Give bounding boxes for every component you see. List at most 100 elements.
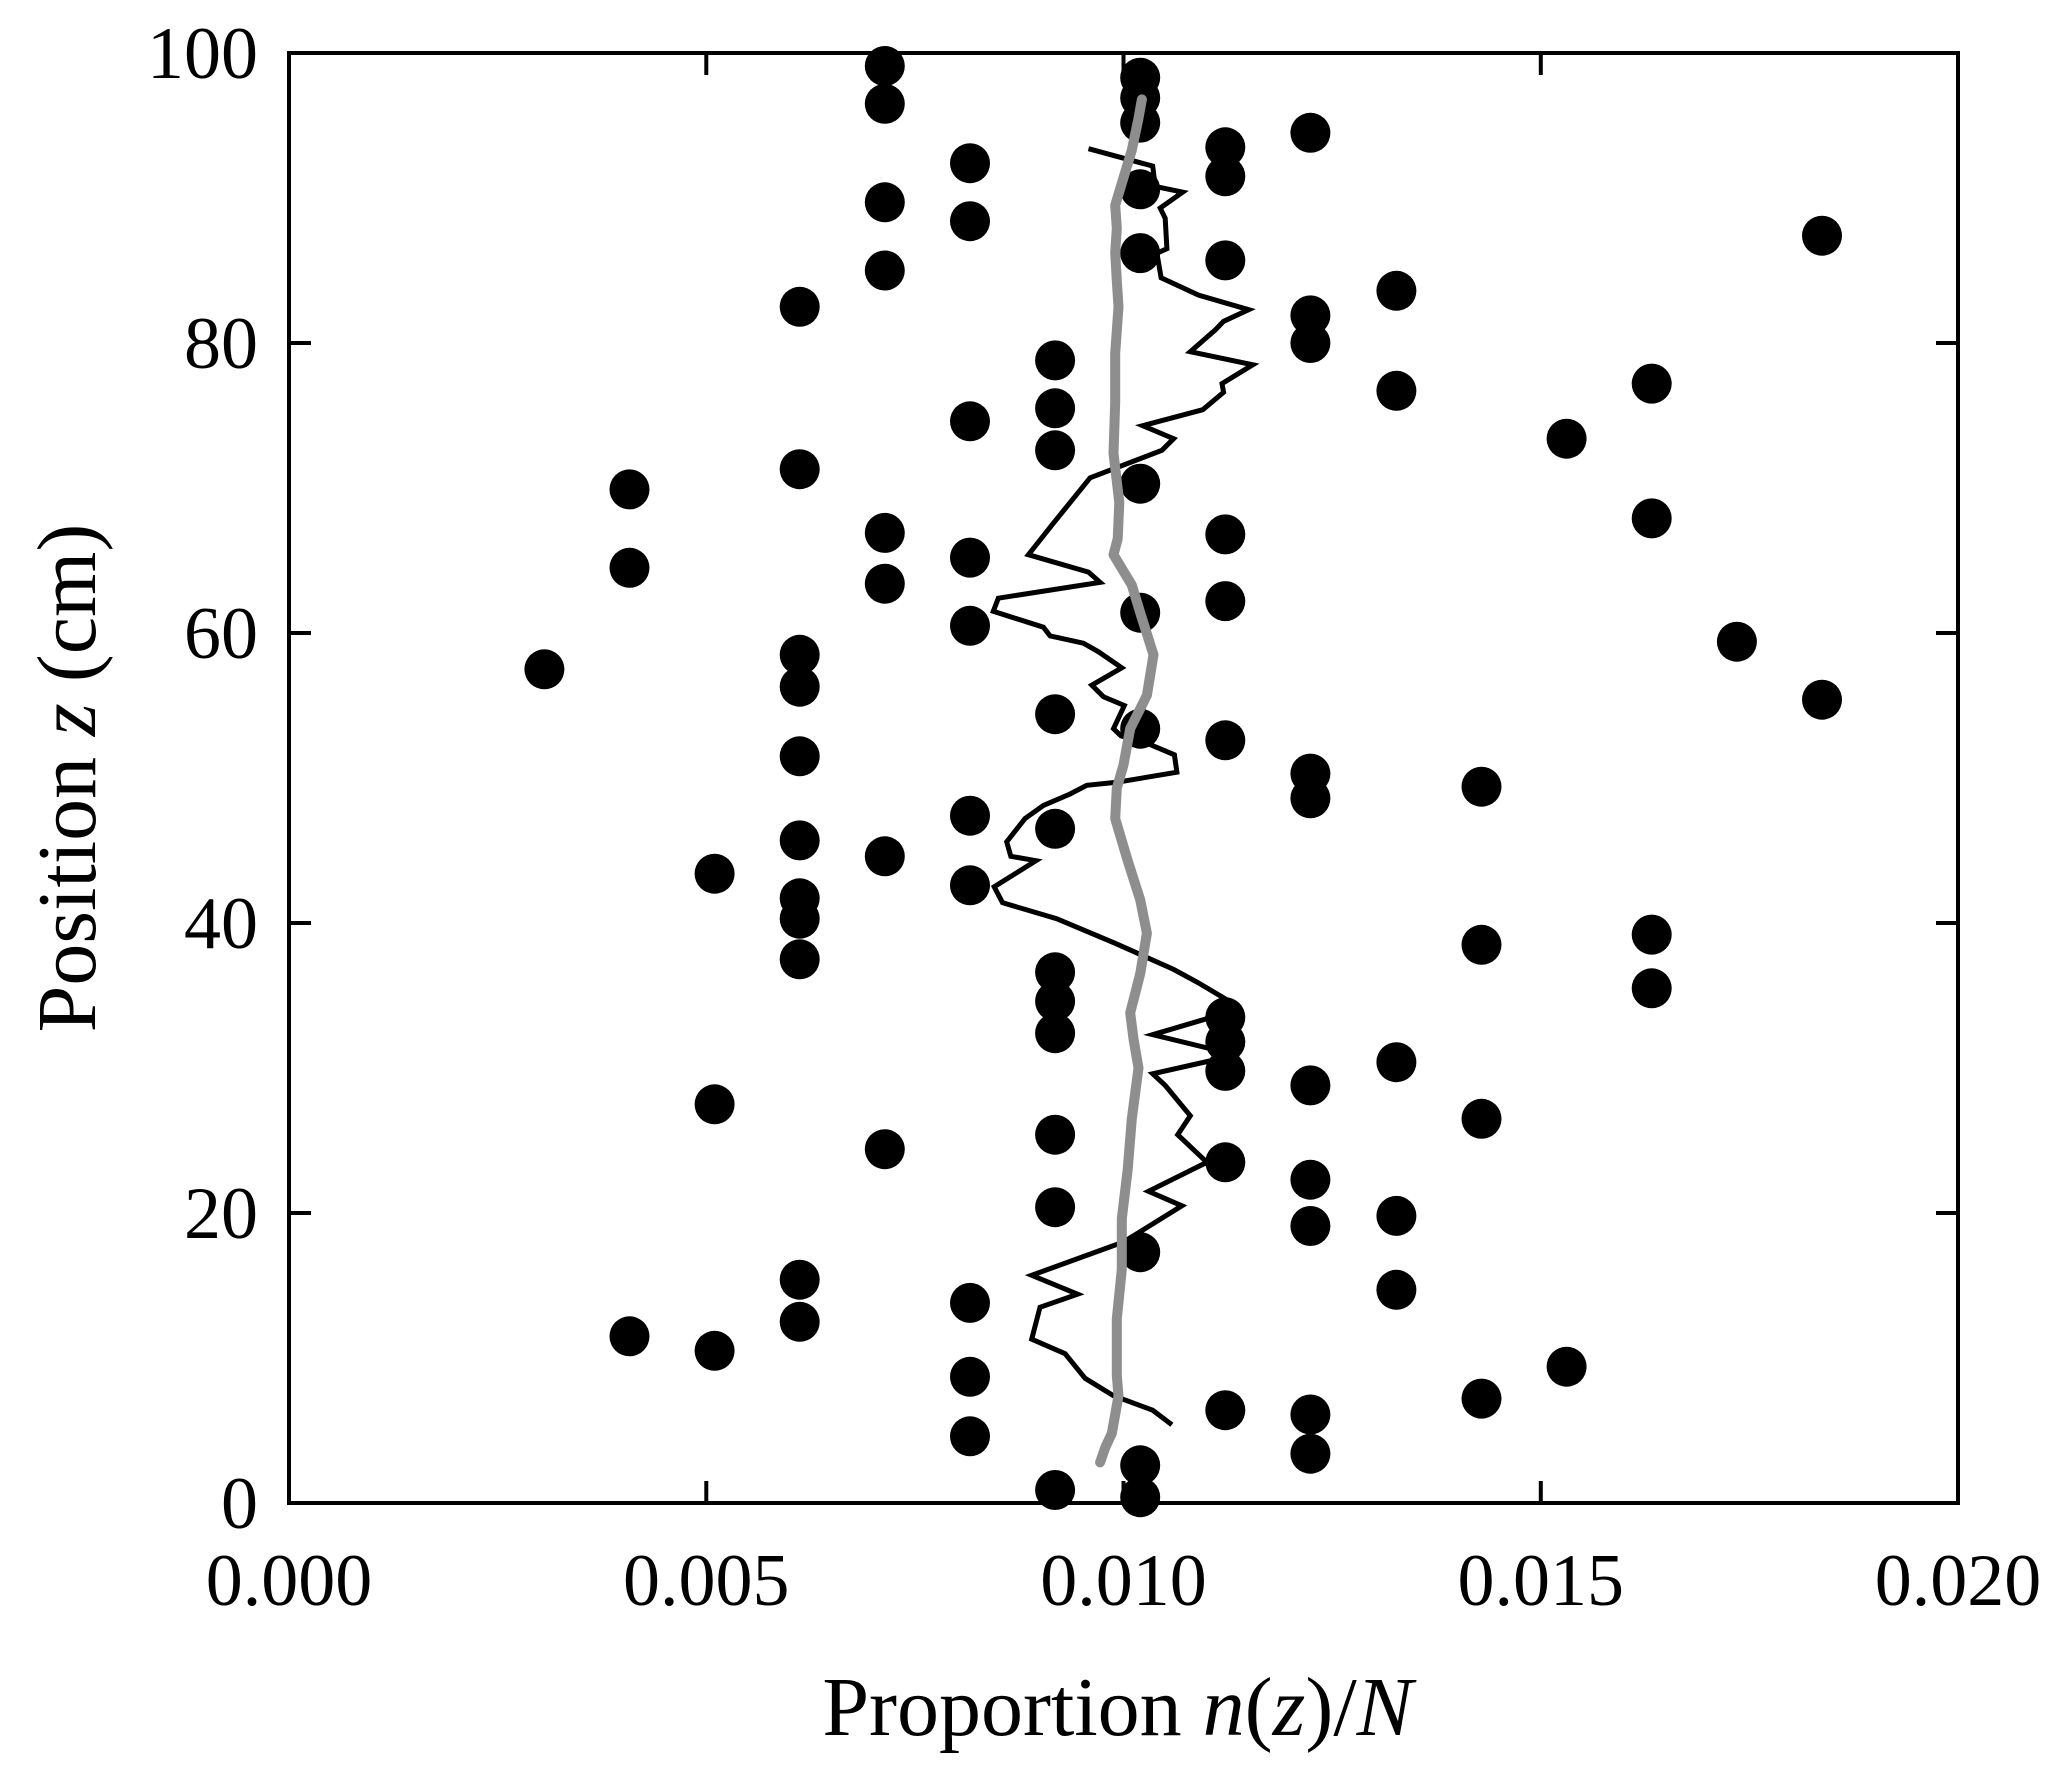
data-point: [1716, 621, 1757, 662]
data-point: [950, 795, 990, 836]
data-point: [950, 201, 990, 242]
data-point: [779, 939, 820, 980]
data-point: [1376, 1042, 1417, 1083]
data-point: [1802, 679, 1842, 720]
data-point: [864, 46, 905, 86]
data-point: [1290, 295, 1331, 336]
data-point: [1290, 323, 1331, 363]
data-point: [779, 1259, 820, 1300]
histogram-profile-line: [990, 146, 1260, 1427]
data-point: [1205, 1390, 1246, 1431]
data-point: [1546, 1346, 1587, 1387]
data-point: [609, 1316, 650, 1357]
data-point: [1290, 1206, 1331, 1246]
data-point: [1120, 1232, 1161, 1273]
x-tick-label: 0.020: [1875, 1540, 2042, 1622]
axis-title-text: (: [1245, 1661, 1273, 1754]
data-point: [950, 1356, 990, 1397]
data-point: [1631, 498, 1672, 539]
data-point: [1205, 1142, 1246, 1183]
data-point: [609, 469, 650, 510]
data-point: [1035, 430, 1076, 471]
y-tick-label: 0: [221, 1463, 258, 1545]
data-point: [1376, 1269, 1417, 1310]
x-tick-label: 0.010: [1040, 1540, 1207, 1622]
data-point: [864, 182, 905, 223]
axis-title-text: (cm): [21, 524, 114, 704]
y-axis-title: Position z (cm): [21, 524, 114, 1033]
x-axis-title: Proportion n(z)/N: [822, 1661, 1416, 1754]
data-point: [1035, 388, 1076, 429]
data-point: [1631, 914, 1672, 955]
y-tick-label: 80: [184, 303, 258, 385]
data-point: [950, 1282, 990, 1323]
data-point: [1205, 127, 1246, 168]
y-tick-label: 20: [184, 1173, 258, 1255]
data-point: [1035, 1114, 1076, 1155]
data-point: [1205, 156, 1246, 197]
data-point: [1461, 1378, 1502, 1419]
data-point: [950, 605, 990, 646]
data-point: [1205, 720, 1246, 761]
data-point: [864, 836, 905, 877]
smoothed-mean-line: [1095, 94, 1159, 1468]
data-point: [779, 286, 820, 327]
data-point: [1290, 1394, 1331, 1435]
data-point: [779, 898, 820, 939]
axis-title-text: )/: [1305, 1661, 1357, 1754]
data-point: [1205, 240, 1246, 281]
data-point: [1802, 215, 1842, 256]
data-point: [1120, 233, 1161, 274]
data-point: [950, 401, 990, 442]
data-point: [1461, 924, 1502, 965]
data-point: [694, 853, 735, 894]
data-point: [1205, 514, 1246, 555]
y-tick-label: 60: [184, 593, 258, 675]
data-point: [1035, 1187, 1076, 1228]
data-point: [1376, 370, 1417, 411]
y-tick-label: 100: [147, 13, 258, 95]
data-point: [779, 449, 820, 490]
x-tick-label: 0.005: [623, 1540, 790, 1622]
data-point: [779, 634, 820, 675]
data-point: [950, 865, 990, 906]
data-point: [864, 512, 905, 553]
data-point: [864, 83, 905, 124]
x-tick-label: 0.000: [206, 1540, 373, 1622]
data-point: [1035, 1470, 1076, 1510]
data-point: [1631, 363, 1672, 404]
data-point: [1035, 952, 1076, 993]
data-point: [1290, 112, 1331, 153]
data-point: [1376, 1195, 1417, 1236]
data-point: [1546, 418, 1587, 459]
y-tick-label: 40: [184, 883, 258, 965]
data-point: [694, 1084, 735, 1125]
data-point: [1120, 1477, 1161, 1518]
data-point: [1290, 1433, 1331, 1474]
data-point: [1035, 808, 1076, 849]
data-point: [950, 537, 990, 578]
data-point: [1035, 981, 1076, 1022]
data-point: [1120, 463, 1161, 504]
data-point: [950, 1416, 990, 1457]
data-point: [779, 1301, 820, 1342]
axis-title-variable: N: [1356, 1661, 1417, 1754]
data-point: [779, 736, 820, 777]
data-point: [864, 563, 905, 604]
data-point: [1120, 1445, 1161, 1486]
data-point: [1035, 1013, 1076, 1054]
data-point: [864, 1129, 905, 1170]
data-point: [779, 820, 820, 861]
data-point: [1376, 270, 1417, 311]
data-point: [1631, 968, 1672, 1009]
data-point: [524, 649, 565, 690]
data-point: [609, 547, 650, 588]
axis-title-text: Position: [21, 736, 114, 1032]
x-tick-label: 0.015: [1458, 1540, 1625, 1622]
data-point: [1461, 766, 1502, 807]
data-point: [864, 250, 905, 291]
data-point: [779, 666, 820, 707]
axis-title-variable: z: [1272, 1661, 1306, 1754]
data-point: [1205, 581, 1246, 622]
